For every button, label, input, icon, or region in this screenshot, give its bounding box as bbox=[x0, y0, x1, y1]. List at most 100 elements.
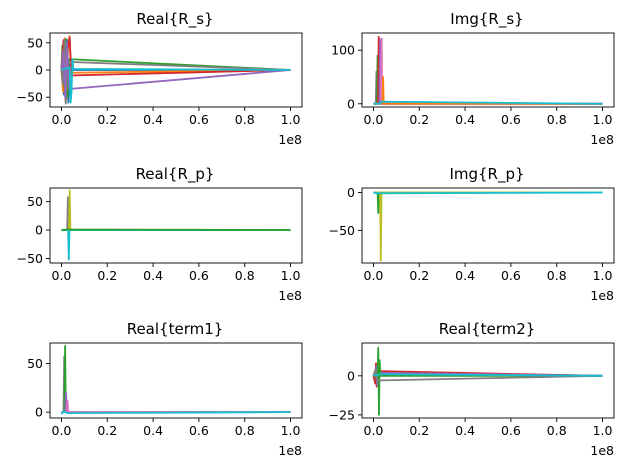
series-line bbox=[60, 40, 291, 99]
x-tick-label: 0.4 bbox=[455, 423, 475, 438]
series-line bbox=[373, 54, 603, 105]
x-tick-label: 0.8 bbox=[235, 112, 255, 127]
x-tick-label: 0.2 bbox=[97, 112, 117, 127]
y-tick-label: 50 bbox=[27, 194, 43, 209]
series-line bbox=[373, 191, 603, 262]
x-tick-label: 1.0 bbox=[281, 268, 301, 283]
series-group bbox=[60, 35, 291, 105]
subplot-title: Real{R_s} bbox=[136, 10, 213, 29]
x-offset-label: 1e8 bbox=[590, 288, 614, 303]
x-tick-label: 0.8 bbox=[547, 112, 567, 127]
y-tick-label: −50 bbox=[17, 90, 43, 105]
series-line bbox=[61, 355, 291, 414]
y-tick-label: 50 bbox=[27, 356, 43, 371]
subplot-img-rs: Img{R_s} 0.0 0.2 0.4 0.6 0.8 1.0 1e8 0 100 bbox=[331, 10, 615, 147]
series-line bbox=[373, 35, 603, 105]
y-tick-label: 0 bbox=[347, 368, 355, 383]
series-line bbox=[373, 373, 603, 377]
series-line bbox=[373, 37, 603, 105]
x-tick-label: 0.2 bbox=[409, 423, 429, 438]
subplot-real-rs: Real{R_s} 0.0 0.2 0.4 0.6 0.8 1.0 1e8 −50 0 50 bbox=[17, 10, 303, 147]
x-tick-label: 1.0 bbox=[593, 112, 613, 127]
y-tick-label: −25 bbox=[329, 407, 355, 422]
subplot-title: Real{term2} bbox=[439, 320, 536, 338]
y-tick-label: 0 bbox=[347, 185, 355, 200]
y-tick-label: 0 bbox=[35, 405, 43, 420]
x-tick-label: 0.4 bbox=[143, 112, 163, 127]
y-tick-label: −50 bbox=[17, 251, 43, 266]
x-tick-label: 0.4 bbox=[143, 423, 163, 438]
x-tick-label: 0.8 bbox=[547, 268, 567, 283]
series-line bbox=[61, 58, 291, 104]
x-offset-label: 1e8 bbox=[590, 132, 614, 147]
subplot-real-term2: Real{term2} 0.0 0.2 0.4 0.6 0.8 1.0 1e8 −25 0 bbox=[329, 320, 615, 458]
x-tick-label: 0.6 bbox=[501, 423, 521, 438]
subplot-title: Img{R_p} bbox=[449, 165, 524, 184]
x-offset-label: 1e8 bbox=[590, 443, 614, 458]
x-tick-label: 0.4 bbox=[455, 112, 475, 127]
series-group bbox=[372, 346, 603, 416]
x-tick-label: 0.0 bbox=[52, 423, 72, 438]
series-group bbox=[373, 35, 603, 105]
y-tick-label: 50 bbox=[27, 35, 43, 50]
y-tick-label: 100 bbox=[331, 43, 355, 58]
y-tick-label: 0 bbox=[35, 223, 43, 238]
x-tick-label: 0.6 bbox=[501, 112, 521, 127]
x-tick-label: 0.2 bbox=[97, 268, 117, 283]
x-tick-label: 0.0 bbox=[364, 112, 384, 127]
series-line bbox=[61, 399, 291, 414]
subplot-real-term1: Real{term1} 0.0 0.2 0.4 0.6 0.8 1.0 1e8 0 50 bbox=[27, 320, 303, 458]
x-tick-label: 0.0 bbox=[364, 268, 384, 283]
series-line bbox=[373, 100, 603, 105]
series-line bbox=[61, 391, 291, 414]
series-line bbox=[373, 38, 603, 105]
subplot-real-rp: Real{R_p} 0.0 0.2 0.4 0.6 0.8 1.0 1e8 −50 0 50 bbox=[17, 165, 303, 303]
series-group bbox=[60, 345, 291, 415]
x-offset-label: 1e8 bbox=[278, 132, 302, 147]
x-offset-label: 1e8 bbox=[278, 288, 302, 303]
series-line bbox=[61, 229, 291, 261]
x-tick-label: 0.4 bbox=[455, 268, 475, 283]
x-tick-label: 0.8 bbox=[547, 423, 567, 438]
axes-frame bbox=[49, 187, 303, 264]
series-group bbox=[373, 191, 603, 262]
x-tick-label: 1.0 bbox=[281, 423, 301, 438]
subplot-title: Img{R_s} bbox=[450, 10, 523, 29]
series-line bbox=[61, 189, 291, 231]
x-tick-label: 0.8 bbox=[235, 423, 255, 438]
series-line bbox=[373, 76, 603, 105]
series-line bbox=[61, 196, 291, 231]
y-tick-label: −50 bbox=[329, 223, 355, 238]
series-line bbox=[373, 191, 603, 195]
subplot-title: Real{term1} bbox=[127, 320, 224, 338]
y-tick-label: 0 bbox=[35, 63, 43, 78]
x-tick-label: 1.0 bbox=[593, 423, 613, 438]
series-line bbox=[61, 345, 291, 414]
subplot-img-rp: Img{R_p} 0.0 0.2 0.4 0.6 0.8 1.0 1e8 −50 0 bbox=[329, 165, 615, 303]
x-tick-label: 0.6 bbox=[189, 423, 209, 438]
x-tick-label: 0.6 bbox=[189, 268, 209, 283]
series-line bbox=[60, 410, 291, 415]
x-tick-label: 0.0 bbox=[52, 112, 72, 127]
series-line bbox=[373, 346, 603, 416]
x-tick-label: 0.6 bbox=[501, 268, 521, 283]
x-tick-label: 0.6 bbox=[189, 112, 209, 127]
axes-frame bbox=[361, 342, 615, 419]
axes-frame bbox=[361, 32, 615, 108]
x-tick-label: 1.0 bbox=[593, 268, 613, 283]
y-tick-label: 0 bbox=[347, 96, 355, 111]
x-tick-label: 0.2 bbox=[409, 112, 429, 127]
series-line bbox=[373, 70, 603, 105]
x-tick-label: 0.2 bbox=[97, 423, 117, 438]
series-line bbox=[61, 228, 291, 231]
x-tick-label: 0.0 bbox=[364, 423, 384, 438]
x-tick-label: 0.2 bbox=[409, 268, 429, 283]
subplot-title: Real{R_p} bbox=[136, 165, 215, 184]
x-tick-label: 0.8 bbox=[235, 268, 255, 283]
x-tick-label: 0.0 bbox=[52, 268, 72, 283]
x-tick-label: 0.4 bbox=[143, 268, 163, 283]
axes-frame bbox=[49, 342, 303, 419]
series-group bbox=[61, 189, 291, 261]
axes-frame bbox=[361, 187, 615, 264]
